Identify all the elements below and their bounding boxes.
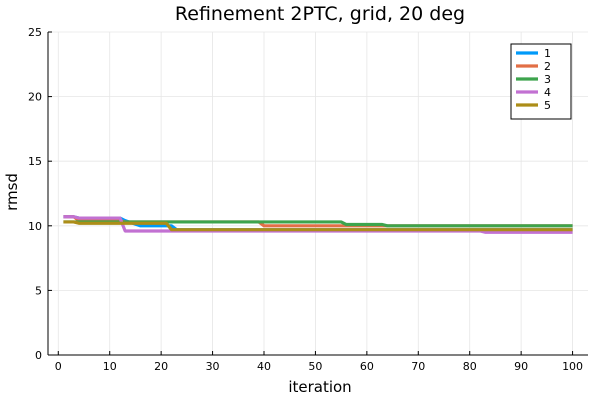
y-tick-label: 5 <box>35 284 42 297</box>
legend-label-2: 2 <box>544 60 551 73</box>
legend-label-5: 5 <box>544 99 551 112</box>
y-tick-label: 25 <box>28 26 42 39</box>
x-tick-label: 70 <box>411 360 425 373</box>
y-tick-label: 15 <box>28 155 42 168</box>
x-tick-label: 20 <box>154 360 168 373</box>
legend-label-4: 4 <box>544 86 551 99</box>
y-tick-label: 20 <box>28 91 42 104</box>
x-tick-label: 90 <box>514 360 528 373</box>
x-tick-label: 60 <box>360 360 374 373</box>
x-tick-label: 40 <box>257 360 271 373</box>
x-tick-label: 30 <box>206 360 220 373</box>
x-axis-label: iteration <box>288 378 351 396</box>
y-tick-label: 0 <box>35 349 42 362</box>
x-tick-label: 10 <box>103 360 117 373</box>
x-tick-label: 50 <box>308 360 322 373</box>
legend-box <box>510 43 572 120</box>
y-axis-label: rmsd <box>3 173 21 211</box>
chart-title: Refinement 2PTC, grid, 20 deg <box>175 3 465 25</box>
series-lines <box>63 215 573 234</box>
x-tick-label: 100 <box>562 360 583 373</box>
series-line-5 <box>63 220 573 232</box>
legend-label-1: 1 <box>544 47 551 60</box>
axes <box>47 31 588 356</box>
y-tick-label: 10 <box>28 220 42 233</box>
x-tick-label: 0 <box>55 360 62 373</box>
legend-label-3: 3 <box>544 73 551 86</box>
x-tick-label: 80 <box>463 360 477 373</box>
